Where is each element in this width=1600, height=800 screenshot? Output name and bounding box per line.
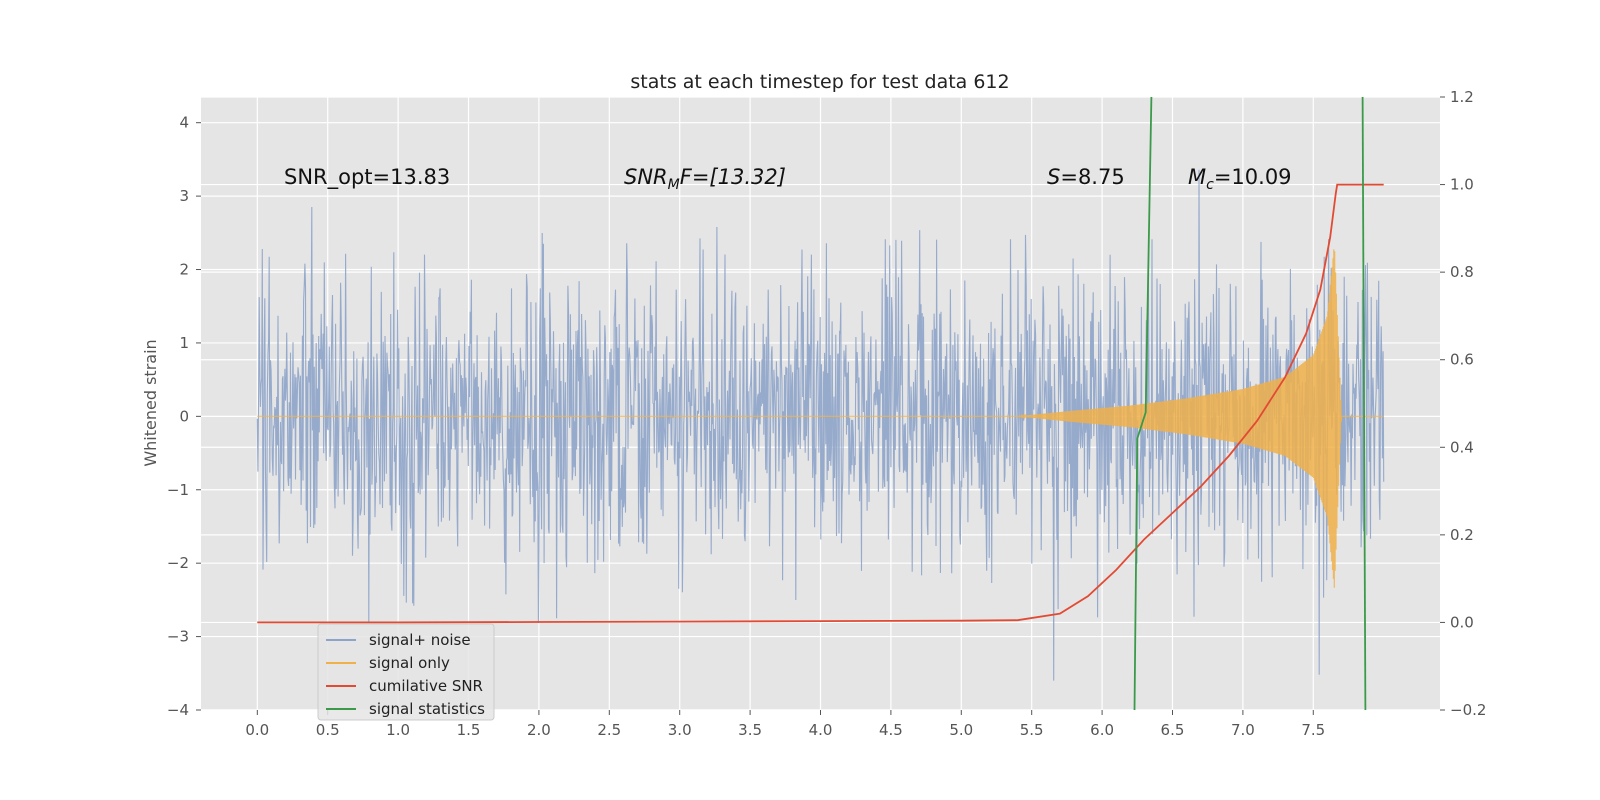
- axes-layer: 0.0 0.5 1.0 1.5 2.0 2.5 3.0 3.5 4.0 4.5 5.0 5.5 6.0 6…: [167, 88, 1487, 739]
- x-tick-label: 0.0: [245, 721, 269, 739]
- legend-label-signal-only: signal only: [369, 654, 450, 672]
- series-signal-only: [257, 249, 1384, 588]
- x-tick-label: 5.5: [1020, 721, 1044, 739]
- x-tick-label: 2.0: [527, 721, 551, 739]
- legend-label-signal-statistics: signal statistics: [369, 700, 485, 718]
- annotation-s-italic: S: [1047, 165, 1060, 189]
- x-tick-label: 5.0: [949, 721, 973, 739]
- x-tick-label: 3.0: [668, 721, 692, 739]
- y2-tick-label: −0.2: [1450, 701, 1486, 719]
- y2-tick-label: 1.0: [1450, 176, 1474, 194]
- y-tick-label: −4: [167, 701, 189, 719]
- annotation-s-stat: S=8.75: [1047, 165, 1125, 189]
- annotation-mc-value: =10.09: [1214, 165, 1292, 189]
- y-tick-label: 0: [179, 407, 189, 425]
- legend-label-signal-noise: signal+ noise: [369, 631, 471, 649]
- y-axis-label: Whitened strain: [141, 339, 160, 466]
- chart-title: stats at each timestep for test data 612: [630, 71, 1009, 93]
- series-signal-noise: [256, 169, 1385, 681]
- x-tick-label: 1.0: [386, 721, 410, 739]
- y2-tick-label: 0.8: [1450, 263, 1474, 281]
- annotation-snr-mf-tail: F=[13.32]: [680, 165, 786, 189]
- y-tick-label: 3: [179, 187, 189, 205]
- y-tick-label: −2: [167, 554, 189, 572]
- x-tick-label: 4.0: [809, 721, 833, 739]
- annotation-snr-opt: SNR_opt=13.83: [284, 165, 450, 190]
- y-tick-label: 2: [179, 261, 189, 279]
- series-layer: [256, 96, 1385, 711]
- y-tick-label: 1: [179, 334, 189, 352]
- x-tick-label: 3.5: [738, 721, 762, 739]
- annotation-snr-mf-sub: M: [668, 177, 680, 193]
- series-signal-statistics: [1361, 96, 1367, 711]
- annotation-mc-main: M: [1188, 165, 1206, 189]
- x-tick-label: 0.5: [316, 721, 340, 739]
- annotation-mc: Mc=10.09: [1188, 165, 1292, 193]
- y2-tick-label: 0.4: [1450, 438, 1474, 456]
- annotation-mc-sub: c: [1206, 177, 1214, 193]
- x-tick-label: 6.0: [1090, 721, 1114, 739]
- x-tick-label: 4.5: [879, 721, 903, 739]
- x-tick-label: 7.0: [1231, 721, 1255, 739]
- annotation-snr-mf: SNRMF=[13.32]: [624, 165, 786, 193]
- y2-tick-label: 0.2: [1450, 526, 1474, 544]
- series-cumulative-snr: [257, 183, 1384, 624]
- y-tick-label: −3: [167, 628, 189, 646]
- legend-box: [317, 623, 495, 721]
- y-tick-label: −1: [167, 481, 189, 499]
- y-tick-label: 4: [179, 114, 189, 132]
- y2-tick-label: 0.0: [1450, 613, 1474, 631]
- annotation-s-value: =8.75: [1060, 165, 1124, 189]
- series-signal-statistics: [1133, 96, 1153, 711]
- legend: signal+ noise signal only cumilative SNR…: [317, 623, 495, 721]
- x-tick-label: 2.5: [597, 721, 621, 739]
- x-tick-label: 7.5: [1301, 721, 1325, 739]
- x-tick-label: 1.5: [457, 721, 481, 739]
- y2-tick-label: 0.6: [1450, 351, 1474, 369]
- legend-label-cumulative-snr: cumilative SNR: [369, 677, 483, 695]
- y2-tick-label: 1.2: [1450, 88, 1474, 106]
- annotation-snr-mf-main: SNR: [624, 165, 668, 189]
- x-tick-label: 6.5: [1161, 721, 1185, 739]
